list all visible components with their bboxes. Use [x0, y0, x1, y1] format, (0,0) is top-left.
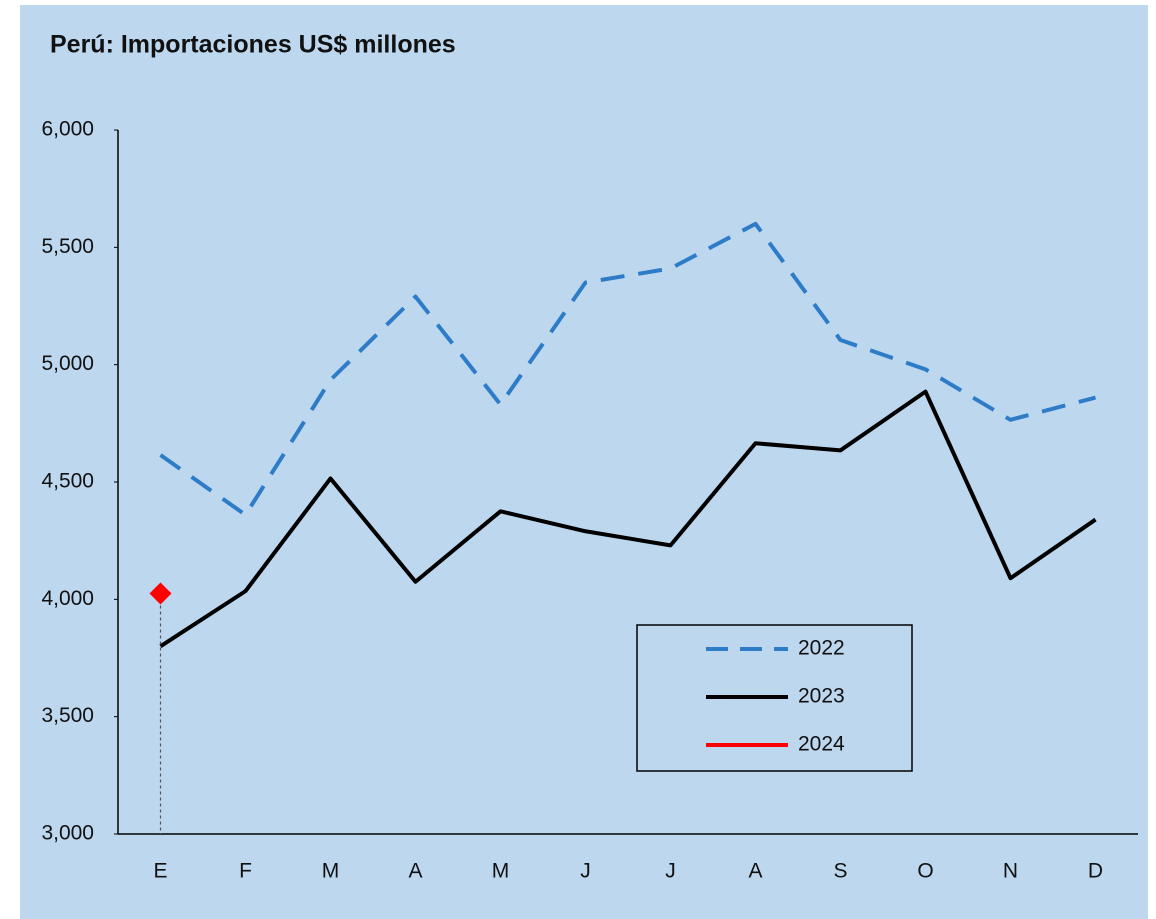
y-tick-label: 3,000: [41, 822, 94, 845]
series-line: [159, 389, 1097, 648]
x-tick-label: S: [833, 860, 847, 883]
legend-label: 2024: [798, 733, 845, 756]
x-tick-label: J: [580, 860, 591, 883]
y-tick-label: 6,000: [41, 118, 94, 141]
x-tick-label: O: [917, 860, 933, 883]
x-tick-label: A: [408, 860, 422, 883]
y-tick-label: 5,500: [41, 235, 94, 258]
chart-title: Perú: Importaciones US$ millones: [50, 31, 456, 59]
x-tick-label: M: [322, 860, 340, 883]
legend-label: 2022: [798, 637, 845, 660]
y-tick-label: 3,500: [41, 704, 94, 727]
series-line: [159, 221, 1097, 517]
y-tick-label: 4,500: [41, 470, 94, 493]
x-tick-label: E: [153, 860, 167, 883]
legend-box: [636, 624, 913, 772]
y-tick-label: 5,000: [41, 352, 94, 375]
chart-background: [20, 5, 1148, 919]
x-tick-label: D: [1088, 860, 1103, 883]
x-tick-label: M: [492, 860, 510, 883]
y-tick-label: 4,000: [41, 587, 94, 610]
x-tick-label: N: [1003, 860, 1018, 883]
x-tick-label: F: [239, 860, 252, 883]
x-tick-label: J: [665, 860, 676, 883]
legend-label: 2023: [798, 685, 845, 708]
point-marker: [149, 582, 172, 605]
x-tick-label: A: [748, 860, 762, 883]
